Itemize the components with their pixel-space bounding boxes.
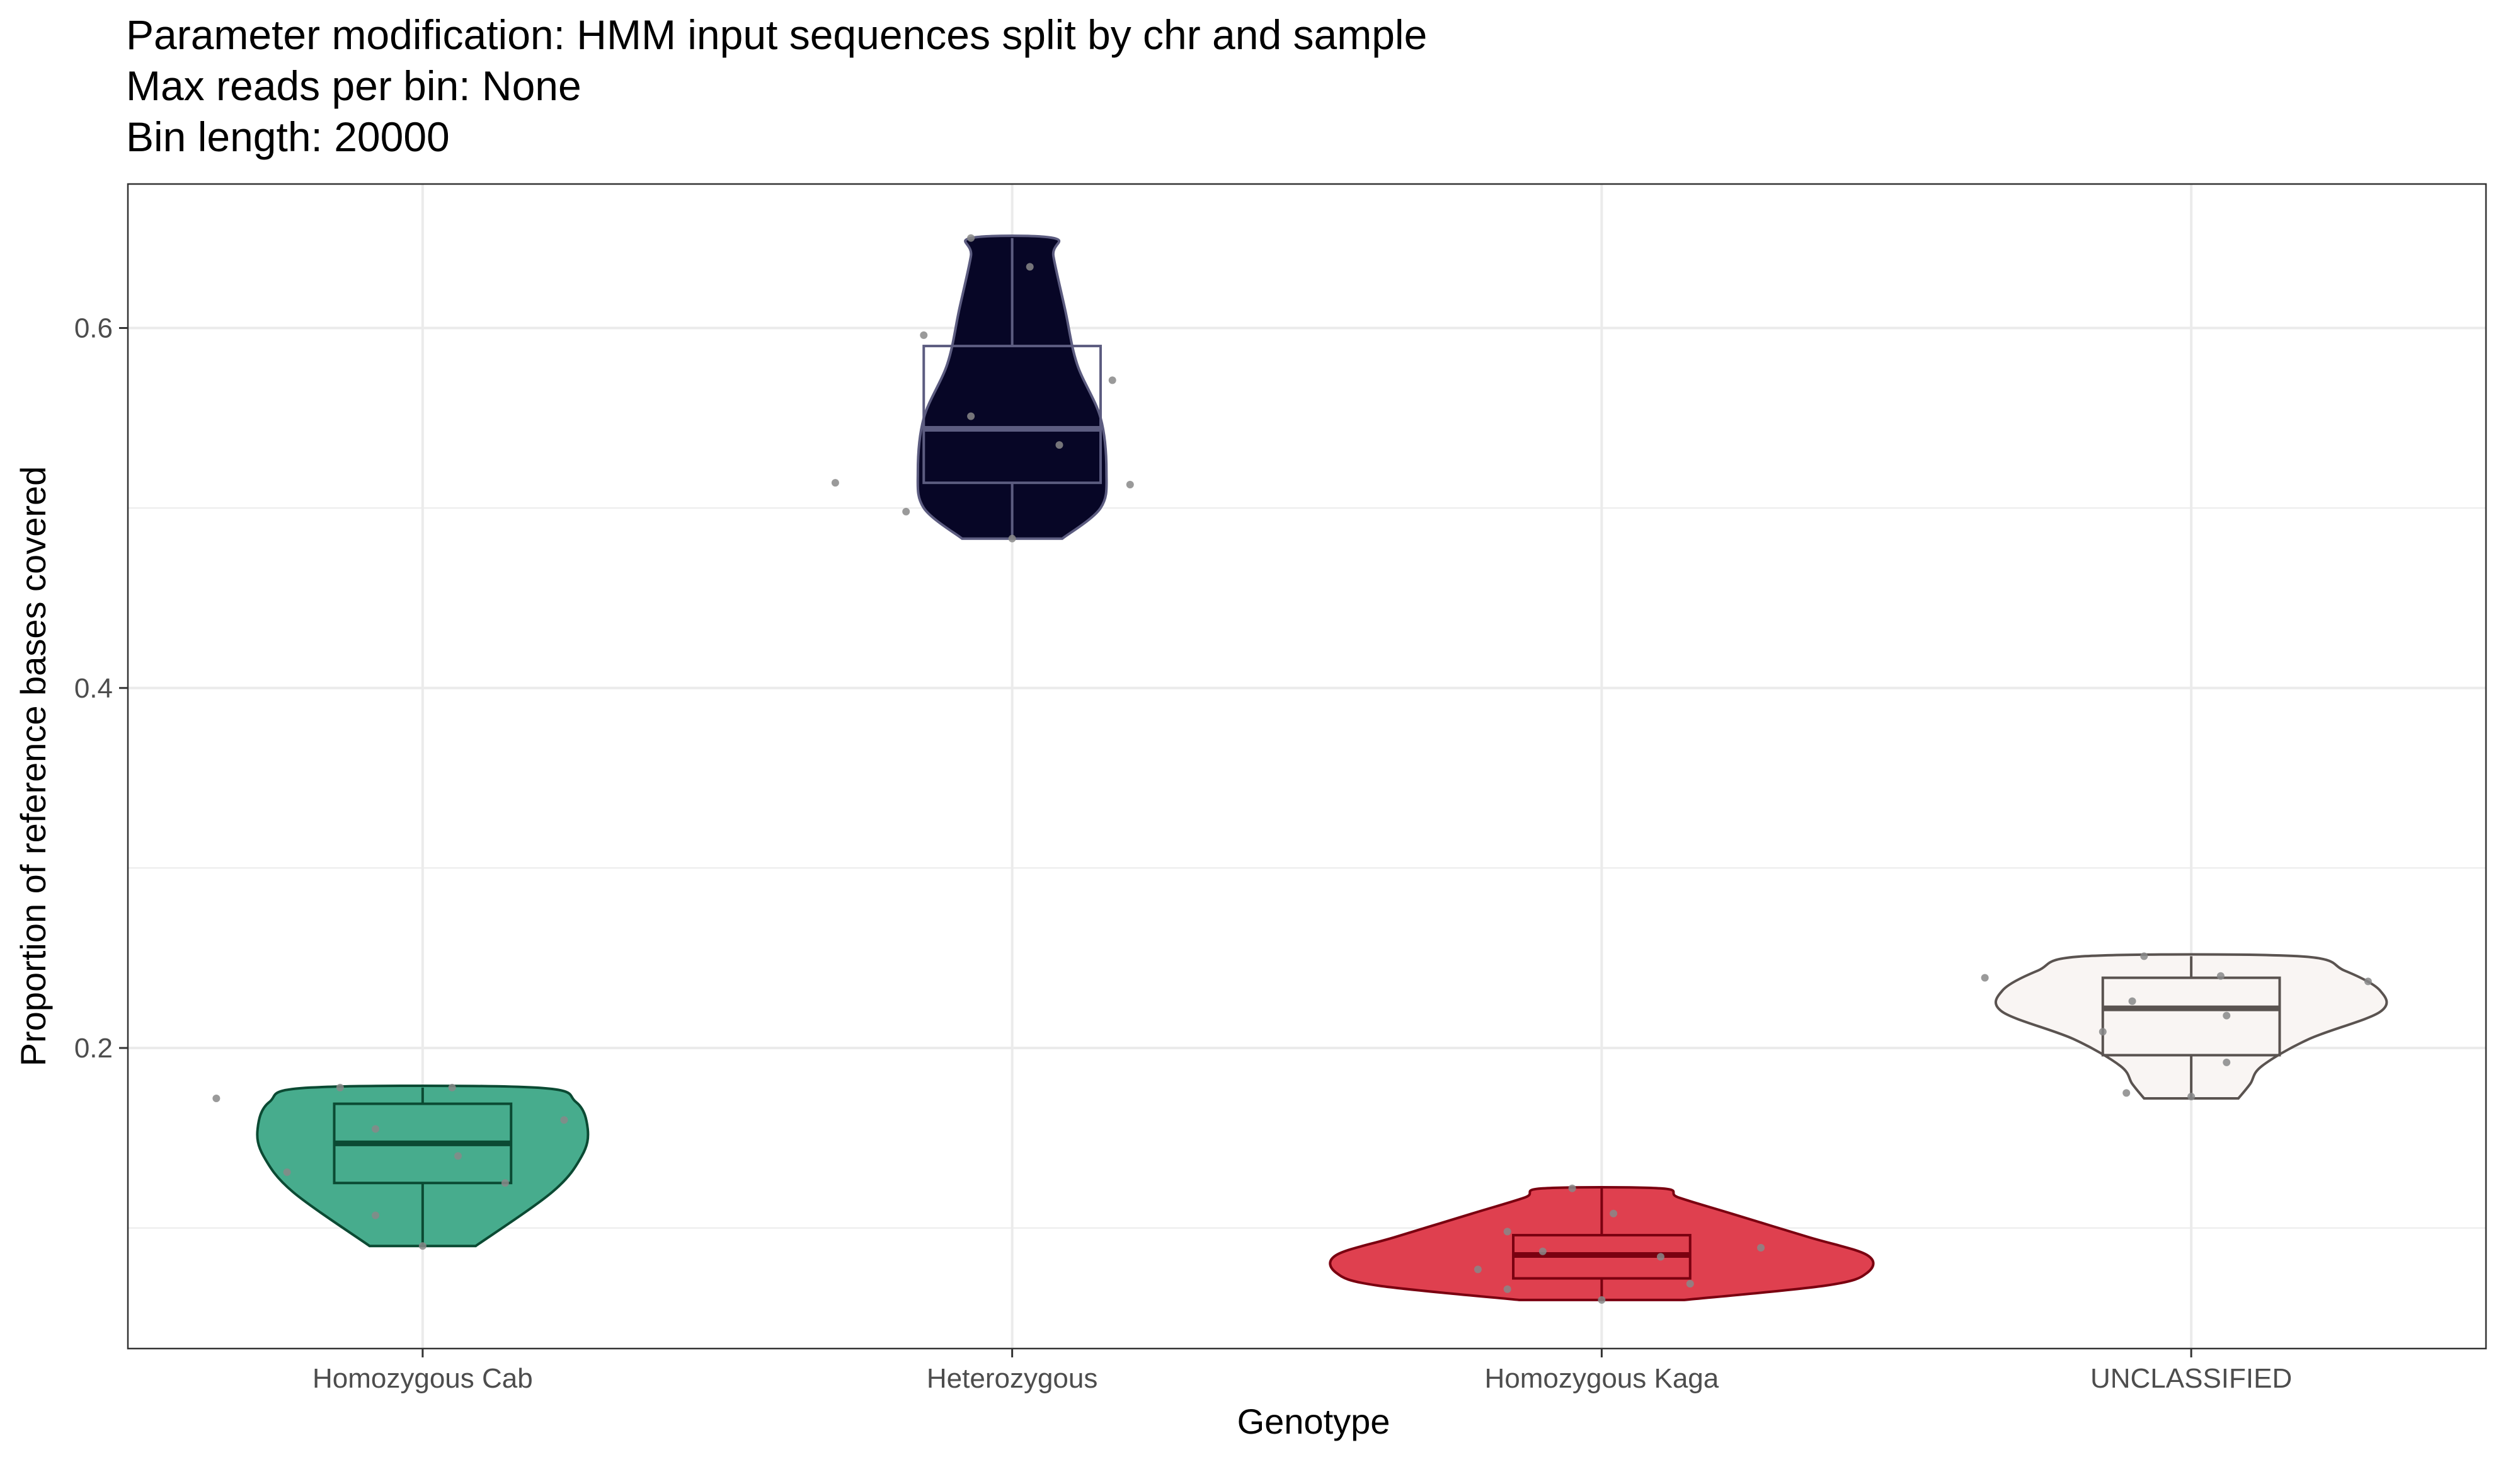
data-point-1-1: [902, 507, 910, 515]
data-point-3-3: [2140, 952, 2148, 960]
data-point-0-1: [283, 1168, 291, 1177]
data-point-3-7: [2223, 1011, 2231, 1020]
violin-2: [1329, 1186, 1875, 1301]
x-axis-title: Genotype: [1237, 1402, 1390, 1441]
y-tick-label: 0.4: [74, 673, 113, 704]
x-tick-label: Homozygous Cab: [312, 1363, 533, 1394]
data-point-2-3: [1538, 1247, 1547, 1255]
data-point-2-6: [1610, 1209, 1618, 1217]
data-point-0-3: [372, 1125, 380, 1133]
data-point-0-7: [454, 1152, 462, 1160]
data-point-3-5: [2187, 1093, 2196, 1101]
box-iqr-3: [2101, 976, 2281, 1057]
x-tick-label: Heterozygous: [927, 1363, 1097, 1394]
y-axis-ticks: 0.2 0.4 0.6: [74, 313, 128, 1064]
box-iqr-1: [922, 345, 1102, 485]
title-line-2: Max reads per bin: None: [126, 62, 581, 109]
data-point-3-6: [2216, 972, 2225, 980]
title-line-3: Bin length: 20000: [126, 113, 450, 160]
data-point-2-7: [1656, 1253, 1664, 1261]
data-point-0-8: [501, 1179, 509, 1187]
x-tick-label: Homozygous Kaga: [1484, 1363, 1719, 1394]
grid-lines: [128, 184, 2486, 1349]
data-point-0-6: [448, 1083, 456, 1091]
data-point-0-4: [372, 1211, 380, 1219]
data-point-1-5: [1008, 534, 1016, 543]
data-point-0-0: [212, 1094, 220, 1102]
data-point-2-0: [1474, 1265, 1482, 1274]
violins: [256, 234, 2388, 1301]
y-axis-title: Proportion of reference bases covered: [13, 466, 53, 1067]
boxplots: [333, 238, 2281, 1300]
data-point-3-2: [2122, 1089, 2131, 1097]
data-point-3-4: [2128, 997, 2136, 1005]
plot-panel-border: [127, 183, 2487, 1350]
data-point-1-6: [1026, 263, 1034, 271]
data-point-0-9: [560, 1116, 568, 1124]
data-point-1-8: [1108, 376, 1116, 384]
violin-1: [916, 234, 1108, 540]
y-tick-label: 0.2: [74, 1033, 113, 1064]
data-point-3-0: [1981, 974, 1989, 982]
data-point-1-0: [831, 479, 839, 487]
data-point-1-9: [1126, 480, 1134, 488]
data-point-1-3: [967, 234, 975, 242]
data-point-2-2: [1503, 1285, 1511, 1293]
data-point-1-4: [967, 412, 975, 420]
violin-3: [1995, 953, 2388, 1100]
title-line-1: Parameter modification: HMM input sequen…: [126, 11, 1427, 58]
data-point-0-2: [336, 1083, 344, 1091]
data-point-2-4: [1568, 1184, 1576, 1192]
violin-0: [256, 1084, 590, 1248]
data-point-3-1: [2099, 1028, 2107, 1036]
data-point-2-9: [1757, 1244, 1765, 1252]
data-point-1-7: [1055, 441, 1063, 449]
y-tick-label: 0.6: [74, 313, 113, 344]
data-point-3-8: [2223, 1058, 2231, 1066]
data-point-0-5: [418, 1242, 427, 1250]
data-point-2-8: [1686, 1280, 1694, 1288]
jitter-points: [212, 234, 2372, 1304]
data-point-1-2: [920, 331, 928, 339]
data-point-3-9: [2364, 977, 2372, 986]
data-point-2-5: [1598, 1296, 1606, 1304]
x-tick-label: UNCLASSIFIED: [2090, 1363, 2292, 1394]
chart-title: Parameter modification: HMM input sequen…: [126, 11, 1427, 160]
data-point-2-1: [1503, 1228, 1511, 1236]
x-axis-ticks: Homozygous Cab Heterozygous Homozygous Kag…: [312, 1349, 2292, 1394]
